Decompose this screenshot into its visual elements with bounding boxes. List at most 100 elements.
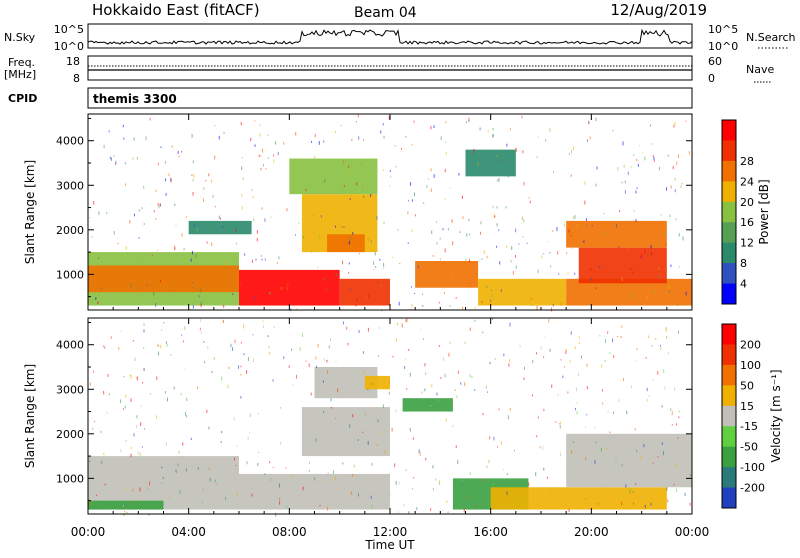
vel-region-8 [566,433,692,488]
xtick-label-1: 04:00 [171,525,206,539]
velocity-xlabel: Time UT [364,538,415,552]
vel-colorbar-segment-6 [722,446,736,468]
vel-colorbar-tick-3: 15 [740,400,754,413]
freq-tick-bottom-right: 0 [708,72,715,85]
power-colorbar-segment-4 [722,201,736,223]
power-region-9 [478,278,567,306]
freq-frame [87,55,693,81]
cpid-frame [87,87,693,109]
vel-region-4 [364,375,390,390]
power-region-2 [239,269,340,306]
power-panel: 1000 2000 3000 4000 Slant Range [km] [23,113,693,312]
xtick-label-2: 08:00 [272,525,307,539]
power-colorbar-segment-7 [722,263,736,285]
vel-colorbar-segment-4 [722,405,736,427]
nsky-tick-top-left: 10^5 [54,23,84,36]
power-region-11 [578,247,667,284]
power-region-3 [339,278,390,306]
nsearch-label: N.Search [746,31,796,44]
nsky-tick-top-right: 10^5 [708,23,738,36]
power-colorbar-segment-1 [722,140,736,162]
vel-region-9 [88,500,164,510]
nsky-label: N.Sky [4,31,36,44]
nsky-tick-bottom-right: 10^0 [708,40,738,53]
vel-colorbar-tick-0: 200 [740,338,761,351]
power-colorbar-segment-3 [722,181,736,203]
power-region-1 [88,265,239,293]
nave-label: Nave [746,63,774,76]
velocity-ylabel: Slant Range [km] [23,364,37,468]
power-colorbar-tick-2: 12 [740,237,754,250]
power-colorbar-tick-3: 16 [740,216,754,229]
cpid-label: CPID [8,92,37,105]
vel-ytick-label-2: 3000 [56,383,84,396]
power-colorbar-tick-6: 28 [740,155,754,168]
power-axes: 1000 2000 3000 4000 [56,114,693,310]
cpid-panel: CPID themis 3300 [8,87,693,109]
power-colorbar-label: Power [dB] [757,179,771,244]
power-ytick-label-3: 4000 [56,135,84,148]
vel-colorbar-segment-0 [722,324,736,345]
power-region-6 [289,158,378,195]
velocity-colorbar: Velocity [m s⁻¹] 200 100 50 15 -15 -50 -100 -20… [721,323,783,509]
power-colorbar-segment-8 [722,283,736,305]
cpid-value: themis 3300 [93,92,177,106]
freq-tick-top-left: 18 [66,55,80,68]
vel-colorbar-frame [721,323,737,509]
freq-panel: Freq. [MHz] 18 8 60 0 Nave [4,55,774,85]
power-data [88,114,692,312]
power-ytick-label-0: 1000 [56,268,84,281]
power-ytick-label-2: 3000 [56,179,84,192]
beam-label: Beam 04 [354,5,417,21]
velocity-panel: 1000 2000 3000 4000 00:00 04:00 08:00 12:00 16:0… [23,317,709,552]
power-colorbar-tick-1: 8 [740,257,747,270]
xtick-label-3: 12:00 [373,525,408,539]
vel-colorbar-tick-5: -50 [740,441,758,454]
power-colorbar-tick-0: 4 [740,278,747,291]
velocity-axes: 1000 2000 3000 4000 00:00 04:00 08:00 12:00 16:0… [56,318,709,539]
vel-colorbar-tick-2: 50 [740,379,754,392]
vel-colorbar-segment-8 [722,487,736,509]
xtick-label-6: 00:00 [675,525,710,539]
vel-colorbar-tick-6: -100 [740,461,765,474]
power-colorbar-segment-2 [722,160,736,182]
vel-colorbar-segment-5 [722,426,736,448]
power-colorbar: Power [dB] 4 8 12 16 20 24 28 [721,119,771,305]
vel-ytick-label-3: 4000 [56,339,84,352]
vel-ytick-label-0: 1000 [56,472,84,485]
xtick-label-5: 20:00 [574,525,609,539]
vel-colorbar-segment-3 [722,385,736,407]
vel-region-7 [490,487,667,510]
power-colorbar-segment-0 [722,120,736,141]
freq-tick-top-right: 60 [708,55,722,68]
power-colorbar-tick-4: 20 [740,196,754,209]
velocity-colorbar-label: Velocity [m s⁻¹] [769,369,783,462]
site-title: Hokkaido East (fitACF) [92,1,260,19]
vel-region-5 [402,398,453,412]
vel-colorbar-tick-7: -200 [740,482,765,495]
freq-tick-bottom-left: 8 [73,72,80,85]
velocity-data [88,318,692,517]
nsky-panel: N.Sky 10^5 10^0 10^5 10^0 N.Search [4,23,796,53]
power-region-5 [327,234,365,253]
vel-region-2 [301,407,390,457]
power-colorbar-frame [721,119,737,305]
vel-colorbar-tick-4: -15 [740,420,758,433]
vel-colorbar-tick-1: 100 [740,359,761,372]
vel-speckle [89,318,691,517]
power-ytick-label-1: 2000 [56,224,84,237]
power-ylabel: Slant Range [km] [23,160,37,264]
vel-colorbar-segment-1 [722,344,736,366]
power-colorbar-segment-6 [722,242,736,264]
power-colorbar-tick-5: 24 [740,175,754,188]
power-speckle [89,114,690,312]
freq-label-line2: [MHz] [4,68,36,81]
vel-ytick-label-1: 2000 [56,428,84,441]
power-region-13 [465,149,516,177]
nsky-frame [87,23,693,49]
power-region-8 [415,261,479,288]
xtick-label-0: 00:00 [71,525,106,539]
power-region-7 [188,220,252,235]
vel-colorbar-segment-7 [722,467,736,489]
